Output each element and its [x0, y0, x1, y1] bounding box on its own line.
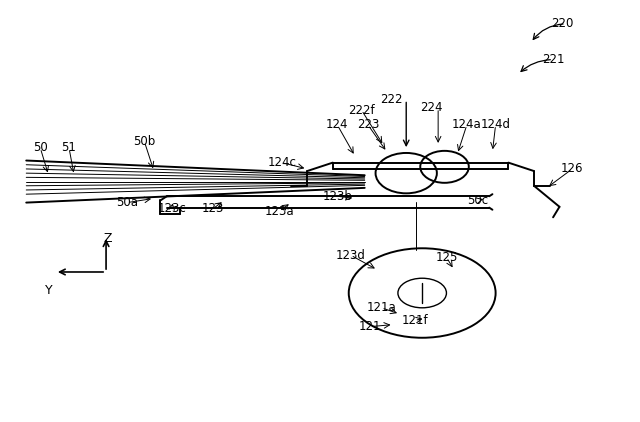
Text: 50c: 50c [467, 194, 488, 207]
Text: 124: 124 [326, 118, 349, 131]
Text: 123c: 123c [157, 203, 186, 215]
Text: Y: Y [45, 284, 52, 298]
Text: 220: 220 [552, 17, 574, 30]
Text: 123d: 123d [336, 249, 365, 262]
Text: 123b: 123b [323, 190, 352, 203]
Text: 124a: 124a [452, 118, 482, 131]
Text: 224: 224 [420, 101, 443, 114]
Text: 223: 223 [356, 118, 379, 131]
Text: 50a: 50a [116, 196, 138, 209]
Text: Z: Z [104, 232, 112, 245]
Text: 126: 126 [561, 162, 584, 176]
Text: 121a: 121a [367, 301, 396, 314]
Text: 121f: 121f [401, 314, 428, 327]
Text: 50: 50 [33, 141, 47, 154]
Text: 222f: 222f [348, 103, 375, 116]
Text: 50b: 50b [133, 135, 156, 148]
Text: 221: 221 [542, 53, 564, 66]
Text: 123a: 123a [264, 205, 294, 217]
Text: 222: 222 [380, 93, 403, 106]
Text: 51: 51 [61, 141, 76, 154]
Text: 124d: 124d [481, 118, 511, 131]
Text: 123: 123 [202, 203, 224, 215]
Text: 124c: 124c [268, 156, 296, 169]
Text: 121: 121 [358, 320, 381, 333]
Text: 125: 125 [435, 251, 458, 264]
